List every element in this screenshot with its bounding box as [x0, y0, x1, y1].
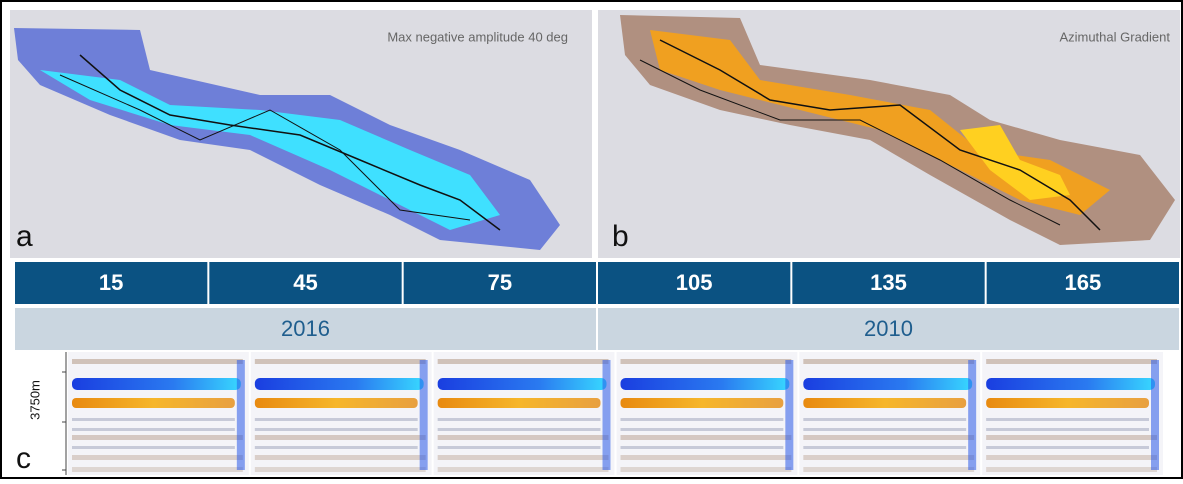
seismic-brown [72, 467, 243, 472]
seismic-brown [255, 455, 426, 460]
depth-label: 3750m [27, 380, 42, 420]
seismic-gray [803, 446, 966, 449]
seismic-brown [72, 435, 243, 440]
seismic-orange [986, 398, 1149, 408]
seismic-gray [803, 428, 966, 431]
seismic-orange [438, 398, 601, 408]
angle-label: 75 [488, 270, 512, 295]
seismic-orange [255, 398, 418, 408]
seismic-gray [986, 446, 1149, 449]
angle-label: 165 [1064, 270, 1101, 295]
seismic-edge [785, 360, 793, 470]
seismic-edge [420, 360, 428, 470]
panel-title: Max negative amplitude 40 deg [387, 29, 568, 44]
seismic-gray [438, 418, 601, 421]
seismic-brown [255, 435, 426, 440]
seismic-brown [803, 467, 974, 472]
seismic-gray [621, 446, 784, 449]
panel-label: a [16, 220, 33, 253]
seismic-blue [621, 378, 790, 390]
seismic-brown [803, 435, 974, 440]
seismic-edge [1151, 360, 1159, 470]
seismic-gray [621, 418, 784, 421]
seismic-gray [255, 418, 418, 421]
seismic-brown [438, 455, 609, 460]
seismic-blue [438, 378, 607, 390]
seismic-brown [438, 359, 609, 364]
seismic-brown [986, 435, 1157, 440]
seismic-brown [255, 359, 426, 364]
panel-title: Azimuthal Gradient [1059, 29, 1170, 44]
angle-label: 15 [99, 270, 123, 295]
seismic-brown [621, 359, 792, 364]
seismic-gray [438, 446, 601, 449]
seismic-orange [803, 398, 966, 408]
panel-b: Azimuthal Gradient b [598, 10, 1180, 258]
seismic-orange [621, 398, 784, 408]
year-label: 2016 [281, 316, 330, 341]
seismic-brown [438, 435, 609, 440]
seismic-gray [72, 428, 235, 431]
seismic-orange [72, 398, 235, 408]
seismic-gray [621, 428, 784, 431]
seismic-brown [803, 359, 974, 364]
seismic-gray [72, 418, 235, 421]
seismic-gray [255, 428, 418, 431]
seismic-blue [986, 378, 1155, 390]
seismic-gray [438, 428, 601, 431]
seismic-brown [986, 455, 1157, 460]
panel-label: b [612, 220, 629, 253]
seismic-brown [986, 467, 1157, 472]
seismic-blue [803, 378, 972, 390]
seismic-brown [621, 435, 792, 440]
seismic-gray [986, 418, 1149, 421]
panel-a: Max negative amplitude 40 deg a [10, 10, 592, 258]
seismic-brown [621, 455, 792, 460]
seismic-gray [803, 418, 966, 421]
seismic-gray [986, 428, 1149, 431]
seismic-brown [255, 467, 426, 472]
angle-label: 135 [870, 270, 907, 295]
seismic-blue [72, 378, 241, 390]
seismic-brown [72, 455, 243, 460]
seismic-brown [621, 467, 792, 472]
seismic-blue [255, 378, 424, 390]
seismic-brown [986, 359, 1157, 364]
seismic-gray [72, 446, 235, 449]
seismic-brown [438, 467, 609, 472]
seismic-edge [968, 360, 976, 470]
year-label: 2010 [864, 316, 913, 341]
seismic-brown [72, 359, 243, 364]
seismic-edge [237, 360, 245, 470]
panel-label: c [16, 442, 31, 475]
seismic-gray [255, 446, 418, 449]
angle-label: 105 [676, 270, 713, 295]
seismic-brown [803, 455, 974, 460]
angle-label: 45 [293, 270, 317, 295]
seismic-edge [603, 360, 611, 470]
figure: Max negative amplitude 40 deg a Azimutha… [0, 0, 1183, 479]
